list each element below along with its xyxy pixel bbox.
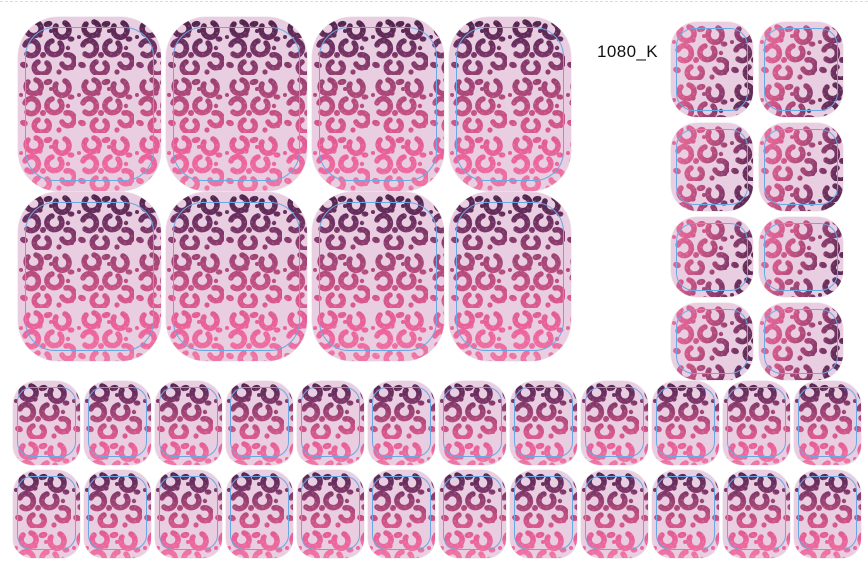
leopard-print-layer — [759, 22, 843, 117]
leopard-print-layer — [84, 470, 151, 558]
nail-sticker-large-nails-r2-c4 — [449, 192, 571, 361]
nail-sticker-small-nails-r1-c10 — [652, 381, 719, 465]
leopard-print-layer — [13, 381, 80, 465]
leopard-print-layer — [671, 123, 753, 211]
leopard-print-layer — [368, 470, 435, 558]
sheet-code-label: 1080_K — [597, 42, 659, 61]
leopard-print-layer — [510, 381, 577, 465]
leopard-print-layer — [723, 470, 790, 558]
leopard-print-layer — [759, 123, 843, 211]
leopard-print-layer — [368, 381, 435, 465]
leopard-print-layer — [166, 192, 307, 361]
nail-sticker-small-nails-r1-c4 — [226, 381, 293, 465]
nail-sticker-side-nails-r3-c2 — [759, 217, 843, 297]
leopard-print-layer — [297, 470, 364, 558]
nail-sticker-small-nails-r1-c5 — [297, 381, 364, 465]
leopard-print-layer — [671, 22, 753, 117]
leopard-print-layer — [652, 381, 719, 465]
leopard-print-layer — [449, 192, 571, 361]
nail-sticker-small-nails-r2-c12 — [794, 470, 861, 558]
nail-sticker-small-nails-r2-c2 — [84, 470, 151, 558]
leopard-print-layer — [84, 381, 151, 465]
nail-sticker-small-nails-r2-c8 — [510, 470, 577, 558]
nail-sticker-large-nails-r2-c2 — [166, 192, 307, 361]
leopard-print-layer — [166, 17, 307, 191]
nail-sticker-small-nails-r2-c7 — [439, 470, 506, 558]
nail-sticker-small-nails-r1-c8 — [510, 381, 577, 465]
leopard-print-layer — [652, 470, 719, 558]
nail-sticker-small-nails-r1-c2 — [84, 381, 151, 465]
nail-sticker-small-nails-r2-c9 — [581, 470, 648, 558]
nail-sticker-side-nails-r1-c1 — [671, 22, 753, 117]
nail-sticker-side-nails-r1-c2 — [759, 22, 843, 117]
nail-sticker-side-nails-r2-c2 — [759, 123, 843, 211]
leopard-print-layer — [155, 470, 222, 558]
leopard-print-layer — [671, 303, 753, 380]
leopard-print-layer — [759, 217, 843, 297]
sheet-edge-guide-line — [0, 1, 868, 2]
leopard-print-layer — [439, 381, 506, 465]
leopard-print-layer — [794, 470, 861, 558]
leopard-print-layer — [581, 381, 648, 465]
nail-sticker-large-nails-r1-c4 — [449, 17, 571, 191]
nail-sticker-side-nails-r4-c2 — [759, 303, 843, 380]
leopard-print-layer — [510, 470, 577, 558]
leopard-print-layer — [226, 381, 293, 465]
nail-sticker-side-nails-r4-c1 — [671, 303, 753, 380]
nail-sticker-large-nails-r2-c3 — [312, 192, 444, 361]
nail-sticker-large-nails-r1-c2 — [166, 17, 307, 191]
leopard-print-layer — [581, 470, 648, 558]
nail-sticker-small-nails-r1-c11 — [723, 381, 790, 465]
nail-sticker-small-nails-r1-c3 — [155, 381, 222, 465]
nail-sticker-small-nails-r2-c3 — [155, 470, 222, 558]
nail-sticker-small-nails-r2-c10 — [652, 470, 719, 558]
leopard-print-layer — [723, 381, 790, 465]
leopard-print-layer — [671, 217, 753, 297]
leopard-print-layer — [449, 17, 571, 191]
leopard-print-layer — [18, 192, 161, 361]
nail-sticker-small-nails-r2-c5 — [297, 470, 364, 558]
nail-sticker-small-nails-r1-c9 — [581, 381, 648, 465]
nail-sticker-small-nails-r2-c4 — [226, 470, 293, 558]
leopard-print-layer — [13, 470, 80, 558]
nail-sticker-small-nails-r2-c11 — [723, 470, 790, 558]
nail-sticker-small-nails-r1-c6 — [368, 381, 435, 465]
leopard-print-layer — [312, 17, 444, 191]
leopard-print-layer — [226, 470, 293, 558]
nail-sticker-large-nails-r1-c1 — [18, 17, 161, 191]
leopard-print-layer — [439, 470, 506, 558]
leopard-print-layer — [18, 17, 161, 191]
nail-sticker-large-nails-r2-c1 — [18, 192, 161, 361]
nail-sticker-small-nails-r1-c1 — [13, 381, 80, 465]
nail-sticker-small-nails-r1-c7 — [439, 381, 506, 465]
leopard-print-layer — [794, 381, 861, 465]
nail-sticker-small-nails-r1-c12 — [794, 381, 861, 465]
leopard-print-layer — [155, 381, 222, 465]
leopard-print-layer — [759, 303, 843, 380]
nail-sticker-small-nails-r2-c1 — [13, 470, 80, 558]
nail-sticker-side-nails-r2-c1 — [671, 123, 753, 211]
leopard-print-layer — [297, 381, 364, 465]
leopard-print-layer — [312, 192, 444, 361]
nail-sticker-side-nails-r3-c1 — [671, 217, 753, 297]
nail-sticker-small-nails-r2-c6 — [368, 470, 435, 558]
nail-sticker-large-nails-r1-c3 — [312, 17, 444, 191]
